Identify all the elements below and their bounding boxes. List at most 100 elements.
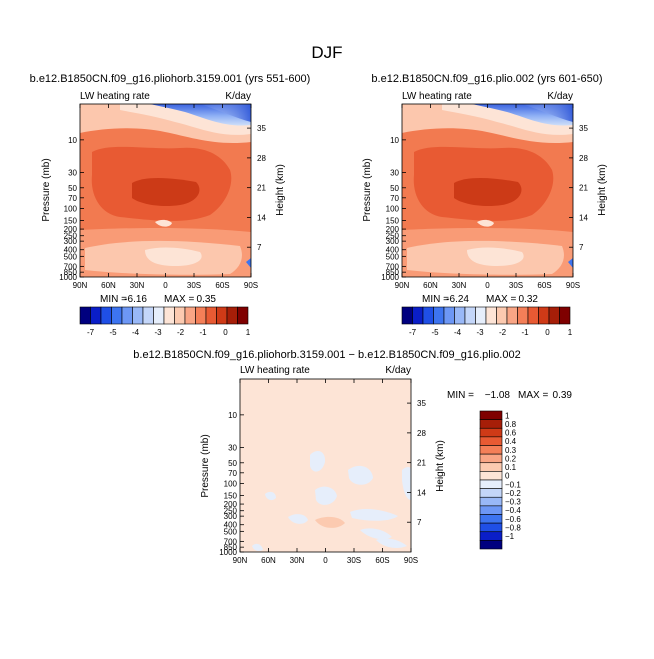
y-tick-label: 70 (228, 469, 237, 478)
x-tick-label: 30S (509, 281, 523, 290)
colorbar-swatch (479, 471, 503, 481)
colorbar-swatch (527, 306, 539, 325)
colorbar-swatch (496, 306, 508, 325)
colorbar-label: −0.8 (505, 523, 521, 532)
colorbar-label: 0.2 (505, 454, 517, 463)
panel-1-ylabel-right: Height (km) (275, 164, 286, 216)
panel-1-contour-field (79, 103, 252, 278)
x-tick-label: 0 (485, 281, 490, 290)
colorbar-swatch (121, 306, 133, 325)
y-tick-label: 400 (224, 521, 238, 530)
colorbar-swatch (464, 306, 476, 325)
colorbar-swatch (538, 306, 550, 325)
x-tick-label: 90N (395, 281, 410, 290)
y-tick-label: 700 (64, 262, 78, 271)
y-tick-label: 400 (64, 246, 78, 255)
colorbar-label: 1 (246, 328, 251, 337)
panel-1-axes: 90N 60N 30N 0 30S 60S 90S103050701001502002503… (59, 104, 266, 290)
colorbar-swatch (479, 496, 503, 507)
x-tick-label: 90N (233, 556, 248, 565)
colorbar-label: 0 (223, 328, 228, 337)
colorbar-label: 0.8 (505, 420, 517, 429)
y-tick-label: 700 (386, 262, 400, 271)
y-tick-label: 300 (64, 237, 78, 246)
panel-2-ylabel-right: Height (km) (597, 164, 608, 216)
colorbar-label: 0.1 (505, 463, 517, 472)
colorbar-swatch (443, 306, 455, 325)
colorbar-label: 0.4 (505, 437, 517, 446)
colorbar-swatch (412, 306, 424, 325)
x-tick-label: 60S (375, 556, 389, 565)
x-tick-label: 60N (423, 281, 438, 290)
y-tick-label: 30 (390, 169, 399, 178)
y-tick-label: 150 (386, 217, 400, 226)
panel-2-axes: 90N 60N 30N 0 30S 60S 90S103050701001502002503… (381, 104, 588, 290)
panel-1-right-label: K/day (225, 91, 251, 102)
x-tick-label: 90S (566, 281, 580, 290)
colorbar-label: -7 (409, 328, 417, 337)
x-tick-label: 30S (187, 281, 201, 290)
panel-1: b.e12.B1850CN.f09_g16.pliohorb.3159.001 … (30, 73, 311, 337)
panel-3-min-value: −1.08 (485, 390, 511, 401)
colorbar-swatch (479, 410, 503, 420)
right-tick-label: 14 (257, 213, 266, 222)
colorbar-label: -1 (199, 328, 207, 337)
page-title: DJF (311, 43, 342, 62)
colorbar-label: 0.6 (505, 429, 517, 438)
y-tick-label: 10 (390, 136, 399, 145)
x-tick-label: 30S (347, 556, 361, 565)
colorbar-swatch (184, 306, 196, 325)
panel-2-stats: MIN = -6.24 MAX = 0.32 (422, 294, 538, 305)
panel-2: b.e12.B1850CN.f09_g16.plio.002 (yrs 601-… (362, 73, 608, 337)
y-tick-label: 850 (224, 543, 238, 552)
colorbar-swatch (479, 540, 503, 550)
x-tick-label: 0 (323, 556, 328, 565)
colorbar-swatch (79, 306, 91, 325)
panel-1-max-label: MAX = (164, 294, 194, 305)
colorbar-swatch (142, 306, 154, 325)
y-tick-label: 50 (228, 459, 237, 468)
colorbar-label: -4 (132, 328, 140, 337)
colorbar-label: -4 (454, 328, 462, 337)
colorbar-swatch (237, 306, 249, 325)
colorbar-swatch (479, 419, 503, 429)
panel-3-max-value: 0.39 (553, 390, 573, 401)
colorbar-label: −0.4 (505, 506, 521, 515)
y-tick-label: 30 (68, 169, 77, 178)
panel-2-title: b.e12.B1850CN.f09_g16.plio.002 (yrs 601-… (371, 73, 602, 85)
colorbar-swatch (401, 306, 413, 325)
colorbar-swatch (216, 306, 228, 325)
colorbar-swatch (506, 306, 518, 325)
y-tick-label: 850 (386, 268, 400, 277)
colorbar-label: -5 (109, 328, 117, 337)
colorbar-label: -1 (521, 328, 529, 337)
colorbar-swatch (479, 462, 503, 472)
colorbar-label: 1 (505, 411, 510, 420)
colorbar-swatch (226, 306, 238, 325)
right-tick-label: 28 (417, 429, 426, 438)
colorbar-swatch (559, 306, 571, 325)
panel-3-title: b.e12.B1850CN.f09_g16.pliohorb.3159.001 … (133, 349, 520, 361)
y-tick-label: 200 (64, 225, 78, 234)
colorbar-swatch (479, 531, 503, 541)
colorbar-label: −0.3 (505, 498, 521, 507)
x-tick-label: 60N (261, 556, 276, 565)
y-tick-label: 1000 (219, 548, 237, 557)
x-tick-label: 60S (537, 281, 551, 290)
panel-3-colorbar: 10.80.60.40.30.20.10−0.1−0.2−0.3−0.4−0.6… (479, 410, 521, 550)
colorbar-swatch (111, 306, 123, 325)
colorbar-label: −0.2 (505, 489, 521, 498)
colorbar-swatch (174, 306, 186, 325)
y-tick-label: 250 (386, 232, 400, 241)
panel-3-min-label: MIN = (447, 390, 474, 401)
right-tick-label: 7 (257, 243, 262, 252)
y-tick-label: 500 (64, 252, 78, 261)
x-tick-label: 90S (244, 281, 258, 290)
colorbar-swatch (479, 453, 503, 464)
colorbar-swatch (479, 479, 503, 489)
right-tick-label: 28 (579, 154, 588, 163)
panel-3-max-label: MAX = (518, 390, 548, 401)
y-tick-label: 100 (224, 479, 238, 488)
colorbar-label: 0 (545, 328, 550, 337)
y-tick-label: 850 (64, 268, 78, 277)
